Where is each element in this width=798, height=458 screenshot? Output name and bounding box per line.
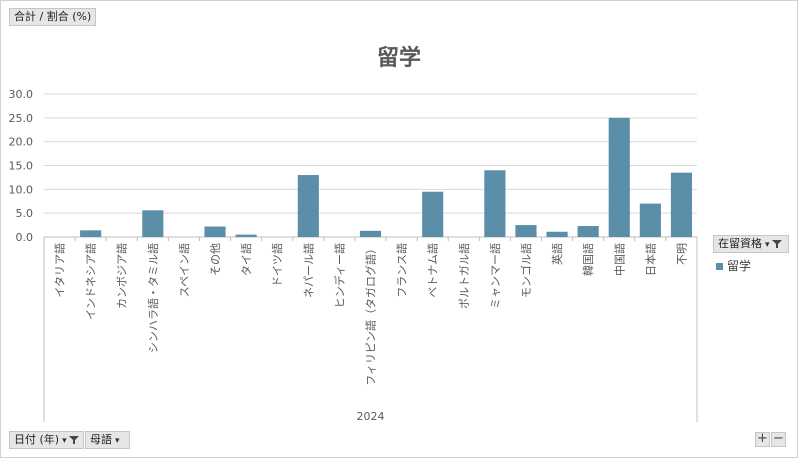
x-category-label: ネパール語 — [301, 243, 315, 298]
bar[interactable] — [546, 231, 568, 237]
bar[interactable] — [577, 226, 599, 237]
collapse-button[interactable]: − — [771, 432, 786, 447]
y-tick-label: 20.0 — [9, 136, 34, 149]
series-filter-button[interactable]: 在留資格 ▾ — [713, 235, 789, 253]
x-category-label: カンボジア語 — [115, 243, 129, 309]
x-category-label: 日本語 — [643, 243, 657, 276]
legend-label: 留学 — [727, 259, 752, 273]
x-category-label: 英語 — [550, 243, 564, 265]
date-field-button[interactable]: 日付 (年) ▾ — [9, 431, 84, 449]
chart-title: 留学 — [376, 46, 421, 71]
x-category-label: フィリピン語（タガログ語） — [364, 243, 378, 386]
language-field-button[interactable]: 母語 ▾ — [85, 431, 130, 449]
filter-icon — [68, 436, 79, 444]
x-category-label: タイ語 — [239, 243, 253, 276]
bar[interactable] — [422, 191, 444, 237]
legend-swatch — [716, 263, 723, 270]
bar[interactable] — [235, 234, 257, 237]
x-category-label: 不明 — [675, 243, 688, 265]
bar[interactable] — [639, 203, 661, 237]
x-category-label: 韓国語 — [581, 243, 595, 276]
value-field-label: 合計 / 割合 (%) — [14, 10, 92, 23]
value-field-button[interactable]: 合計 / 割合 (%) — [9, 8, 97, 26]
language-field-label: 母語 — [90, 433, 112, 446]
y-tick-label: 30.0 — [9, 88, 34, 101]
y-tick-label: 5.0 — [16, 207, 34, 220]
x-category-label: ベトナム語 — [426, 243, 440, 298]
x-category-label: シンハラ語・タミル語 — [146, 243, 160, 353]
legend-item: 留学 — [716, 257, 751, 274]
dropdown-arrow-icon: ▾ — [115, 436, 120, 446]
bar[interactable] — [608, 117, 630, 237]
bar[interactable] — [515, 225, 537, 237]
x-category-label: スペイン語 — [177, 243, 191, 297]
x-category-label: モンゴル語 — [519, 243, 533, 298]
bar[interactable] — [484, 170, 506, 237]
x-category-label: ポルトガル語 — [457, 243, 471, 309]
y-tick-label: 25.0 — [9, 112, 34, 125]
x-category-label: その他 — [209, 243, 222, 276]
x-category-label: ドイツ語 — [270, 243, 284, 287]
series-filter-label: 在留資格 — [718, 237, 762, 250]
date-field-label: 日付 (年) — [14, 433, 60, 446]
y-tick-label: 15.0 — [9, 160, 34, 173]
y-tick-label: 10.0 — [9, 183, 34, 196]
dropdown-arrow-icon: ▾ — [765, 240, 770, 250]
dropdown-arrow-icon: ▾ — [62, 436, 67, 446]
x-category-label: 中国語 — [612, 243, 626, 276]
bar[interactable] — [297, 175, 319, 237]
x-group-label: 2024 — [357, 410, 385, 423]
x-category-label: フランス語 — [395, 243, 409, 298]
bar[interactable] — [359, 230, 382, 237]
x-category-label: イタリア語 — [53, 243, 67, 298]
x-category-label: ミャンマー語 — [488, 243, 502, 309]
bar[interactable] — [80, 230, 102, 237]
bar[interactable] — [142, 210, 164, 237]
x-category-label: インドネシア語 — [84, 243, 98, 320]
filter-icon — [771, 240, 782, 248]
x-category-label: ヒンディー語 — [332, 243, 346, 308]
expand-button[interactable]: + — [755, 432, 770, 447]
y-tick-label: 0.0 — [16, 231, 34, 244]
bar[interactable] — [204, 226, 226, 237]
bar[interactable] — [670, 172, 693, 237]
